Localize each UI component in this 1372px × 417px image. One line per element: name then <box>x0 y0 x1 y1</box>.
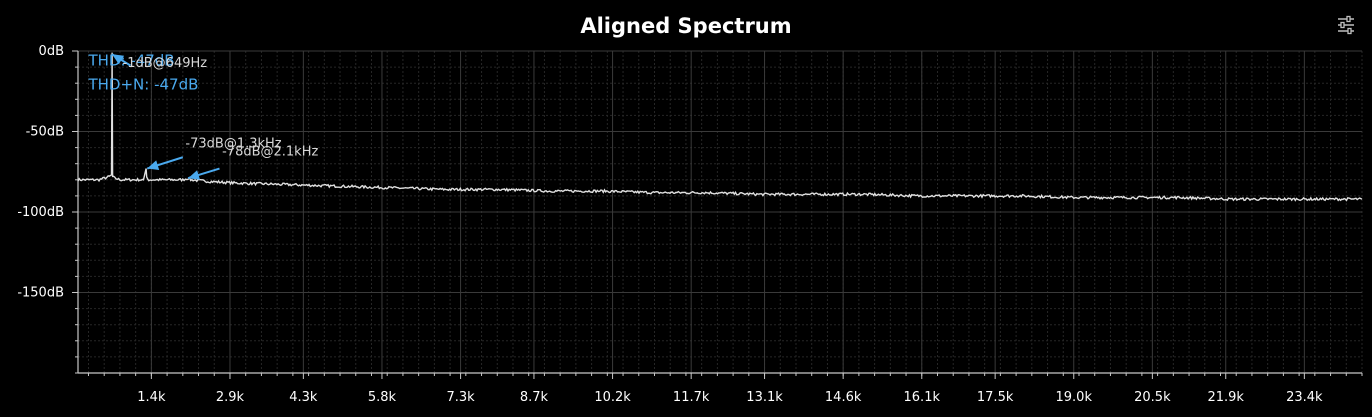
x-tick-label: 23.4k <box>1286 390 1323 405</box>
major-grid <box>78 50 1362 373</box>
x-tick-label: 19.0k <box>1056 390 1093 405</box>
annotation-label: -1dB@649Hz <box>123 56 208 71</box>
x-tick-label: 16.1k <box>904 390 941 405</box>
annotation-arrow-head <box>147 160 160 170</box>
spectrum-trace <box>77 52 1363 202</box>
annotation-label: -78dB@2.1kHz <box>222 145 318 160</box>
spectrum-line <box>77 52 1363 202</box>
x-tick-label: 11.7k <box>673 390 710 405</box>
x-tick-label: 2.9k <box>216 390 245 405</box>
annotation-arrow-head <box>188 170 200 180</box>
x-tick-label: 10.2k <box>594 390 631 405</box>
y-tick-label: -50dB <box>26 125 64 140</box>
x-tick-label: 17.5k <box>977 390 1014 405</box>
annotation-arrow-head <box>112 54 125 65</box>
x-tick-label: 4.3k <box>289 390 318 405</box>
x-tick-label: 21.9k <box>1207 390 1244 405</box>
x-tick-label: 7.3k <box>446 390 475 405</box>
annotation-label: THD+N: -47dB <box>87 76 198 94</box>
x-tick-label: 14.6k <box>825 390 862 405</box>
x-tick-label: 20.5k <box>1134 390 1171 405</box>
x-tick-label: 1.4k <box>137 390 166 405</box>
annotations: THD: -47dB THD+N: -47dB -1dB@649Hz -73dB@1.… <box>87 51 319 180</box>
sliders-icon[interactable] <box>1336 15 1356 35</box>
x-tick-label: 8.7k <box>520 390 549 405</box>
y-axis-ticks: 0dB -50dB -100dB -150dB <box>17 44 78 374</box>
y-tick-label: -100dB <box>17 205 64 220</box>
x-tick-label: 13.1k <box>746 390 783 405</box>
x-tick-label: 5.8k <box>368 390 397 405</box>
y-tick-label: 0dB <box>39 44 64 59</box>
chart-title: Aligned Spectrum <box>580 14 792 38</box>
annotation-label: -73dB@1.3kHz <box>185 137 281 152</box>
annotation-label: THD: -47dB <box>87 51 174 69</box>
y-tick-label: -150dB <box>17 286 64 301</box>
x-axis-ticks: 1.4k 2.9k 4.3k 5.8k 7.3k 8.7k 10.2k 11.7k 13.1k 1… <box>87 373 1363 405</box>
